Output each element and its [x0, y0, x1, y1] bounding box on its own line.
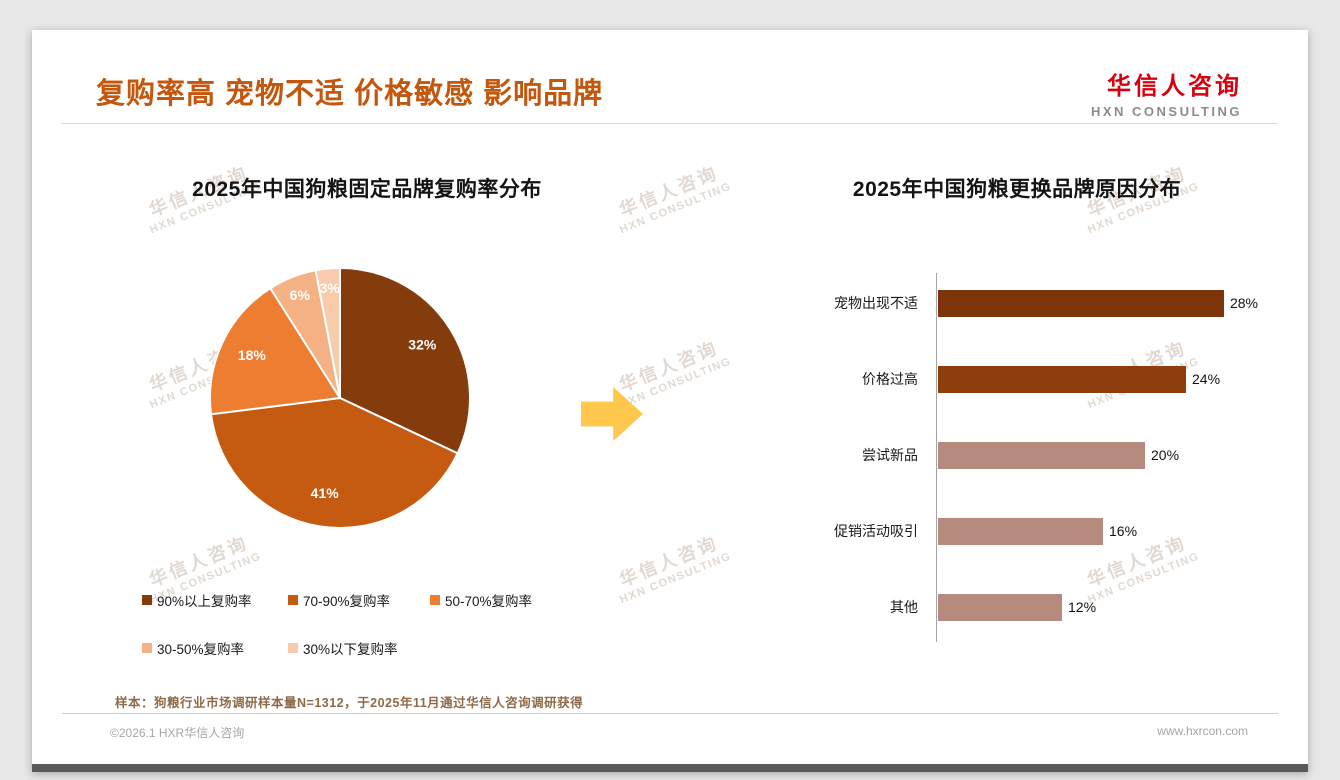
pie-slice [209, 396, 459, 529]
bar-row: 其他 12% [788, 569, 1258, 645]
pie-legend: 90%以上复购率 70-90%复购率 50-70%复购率 30-50%复购率 30%以下… [142, 590, 612, 658]
pie-chart-svg: 32% 41% 18% 6% 3% [209, 266, 471, 529]
legend-item: 30%以下复购率 [288, 638, 430, 658]
bar-category-label: 其他 [890, 599, 918, 615]
pie-slice [339, 266, 471, 455]
bar-chart-title: 2025年中国狗粮更换品牌原因分布 [852, 178, 1182, 201]
footer-copyright: ©2026.1 HXR华信人咨询 [110, 726, 245, 740]
legend-item: 30-50%复购率 [142, 638, 288, 658]
bar-row: 促销活动吸引 16% [788, 493, 1258, 569]
bar-row: 尝试新品 20% [788, 417, 1258, 493]
bar [938, 365, 1186, 393]
legend-item: 90%以上复购率 [142, 590, 288, 610]
pie-slice-value-label: 3% [320, 280, 341, 296]
legend-marker [288, 643, 298, 653]
company-logo: 华信人咨询 HXN CONSULTING [1091, 66, 1242, 119]
pie-slice-value-label: 32% [408, 337, 437, 353]
legend-label: 30-50%复购率 [157, 642, 245, 657]
legend-marker [430, 595, 440, 605]
footer-divider [62, 713, 1278, 714]
logo-text-en: HXN CONSULTING [1090, 104, 1242, 119]
pie-slice-value-label: 41% [311, 485, 340, 501]
slide-card: 华信人咨询 HXN CONSULTING 华信人咨询 HXN CONSULTING 华信… [32, 30, 1308, 772]
bar-row: 宠物出现不适 28% [788, 265, 1258, 341]
pie-slice-value-label: 18% [238, 347, 267, 363]
legend-label: 90%以上复购率 [157, 594, 252, 609]
legend-marker [142, 643, 152, 653]
bar-category-label: 促销活动吸引 [834, 523, 918, 539]
bar-value-label: 28% [1229, 295, 1258, 311]
pie-slice-value-label: 6% [290, 287, 311, 303]
pie-chart: 32% 41% 18% 6% 3% [175, 233, 505, 563]
bar [938, 593, 1062, 621]
footer-website: www.hxrcon.com [1157, 724, 1248, 738]
bar-value-label: 24% [1192, 371, 1221, 387]
bar-category-label: 价格过高 [862, 371, 918, 387]
bar-chart-axis [936, 273, 937, 642]
header-divider [62, 123, 1278, 124]
bar-track: 16% [938, 517, 1258, 545]
bar-value-label: 16% [1109, 523, 1138, 539]
bar-category-label: 宠物出现不适 [834, 295, 918, 311]
bar-track: 28% [938, 289, 1258, 317]
legend-marker [288, 595, 298, 605]
bar [938, 441, 1145, 469]
bar-track: 24% [938, 365, 1258, 393]
bar [938, 289, 1224, 317]
slide-content: 复购率高 宠物不适 价格敏感 影响品牌 华信人咨询 HXN CONSULTING… [32, 30, 1308, 764]
bar-value-label: 20% [1151, 447, 1180, 463]
logo-text-zh: 华信人咨询 [1107, 73, 1242, 100]
bar-row: 价格过高 24% [788, 341, 1258, 417]
legend-item: 50-70%复购率 [430, 590, 612, 610]
sample-footnote: 样本：狗粮行业市场调研样本量N=1312，于2025年11月通过华信人咨询调研获… [115, 696, 584, 710]
legend-label: 50-70%复购率 [445, 594, 533, 609]
bar-track: 20% [938, 441, 1258, 469]
bar-chart: 宠物出现不适 28% 价格过高 24% 尝试新品 20% 促销活动吸引 16% 其他 12% [788, 265, 1258, 650]
pie-slice [209, 286, 342, 416]
legend-label: 70-90%复购率 [303, 594, 391, 609]
right-arrow-icon [581, 387, 643, 441]
page-title: 复购率高 宠物不适 价格敏感 影响品牌 [96, 78, 604, 110]
legend-marker [142, 595, 152, 605]
bar-value-label: 12% [1068, 599, 1097, 615]
pie-chart-title: 2025年中国狗粮固定品牌复购率分布 [192, 178, 542, 201]
bar-track: 12% [938, 593, 1258, 621]
legend-label: 30%以下复购率 [303, 642, 398, 657]
legend-item: 70-90%复购率 [288, 590, 430, 610]
pie-slice [314, 266, 341, 399]
bar [938, 517, 1103, 545]
bar-category-label: 尝试新品 [862, 447, 918, 463]
